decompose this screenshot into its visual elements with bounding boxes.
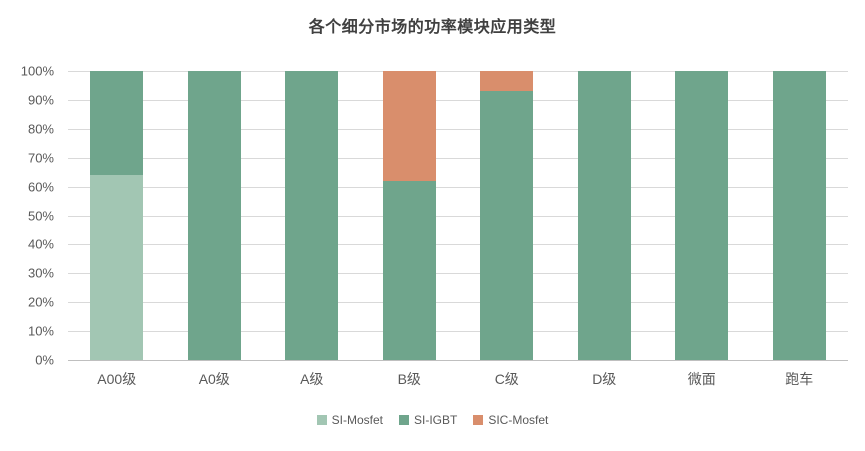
bar-slot xyxy=(361,71,459,360)
bars-container xyxy=(68,71,848,360)
gridline xyxy=(68,215,848,217)
bar-slot xyxy=(166,71,264,360)
y-tick-label: 50% xyxy=(27,208,54,223)
bar-segment-SI-IGBT xyxy=(187,71,241,360)
legend-label: SI-Mosfet xyxy=(331,413,383,427)
x-axis-label: A0级 xyxy=(198,371,230,387)
gridline xyxy=(68,71,848,72)
y-tick-label: 30% xyxy=(27,265,54,281)
gridline xyxy=(68,186,848,188)
bar-B级 xyxy=(382,71,436,360)
legend-item-SI-IGBT: SI-IGBT xyxy=(399,413,457,427)
bar-segment-SI-Mosfet xyxy=(90,175,144,360)
x-axis-label: A00级 xyxy=(97,371,137,387)
x-axis-label: 跑车 xyxy=(785,371,814,387)
x-axis-line xyxy=(68,360,848,361)
bar-A级 xyxy=(285,71,339,360)
x-axis-label: B级 xyxy=(397,371,421,387)
bar-segment-SI-IGBT xyxy=(577,71,631,360)
legend: SI-Mosfet SI-IGBT SIC-Mosfet xyxy=(0,413,865,427)
bar-segment-SI-IGBT xyxy=(285,71,339,360)
legend-marker-icon xyxy=(473,415,484,425)
y-tick-label: 20% xyxy=(27,294,54,310)
legend-marker-icon xyxy=(399,415,409,425)
legend-marker-icon xyxy=(316,415,327,425)
x-axis: A00级 A0级 A级 B级 C级 D级 微面 跑车 xyxy=(68,369,848,389)
y-axis: 0% 10% 20% 30% 40% 50% 60% 70% 80% 90% 100% xyxy=(0,64,60,368)
legend-label: SIC-Mosfet xyxy=(488,413,549,427)
legend-item-SIC-Mosfet: SIC-Mosfet xyxy=(473,413,548,427)
bar-segment-SI-IGBT xyxy=(480,91,534,360)
bar-slot xyxy=(263,71,361,360)
x-axis-label: D级 xyxy=(592,371,617,387)
bar-slot xyxy=(458,71,556,360)
bar-微面 xyxy=(675,71,729,360)
plot-area xyxy=(68,71,848,361)
y-tick-label: 80% xyxy=(27,121,54,137)
y-tick-label: 10% xyxy=(27,323,54,339)
bar-D级 xyxy=(577,71,631,360)
gridlines xyxy=(68,71,848,361)
bar-segment-SIC-Mosfet xyxy=(382,71,436,181)
bar-slot xyxy=(556,71,654,360)
gridline xyxy=(68,331,848,333)
bar-A00级 xyxy=(90,71,144,360)
bar-A0级 xyxy=(187,71,241,360)
bar-C级 xyxy=(480,71,534,360)
gridline xyxy=(68,157,848,159)
gridline xyxy=(68,302,848,304)
y-tick-label: 40% xyxy=(27,236,54,252)
bar-segment-SI-IGBT xyxy=(90,71,144,176)
y-tick-label: 90% xyxy=(27,92,54,108)
bar-segment-SIC-Mosfet xyxy=(480,71,534,92)
y-tick-label: 100% xyxy=(20,63,54,79)
x-axis-label: C级 xyxy=(494,371,519,387)
gridline xyxy=(68,244,848,246)
bar-segment-SI-IGBT xyxy=(772,71,826,360)
bar-跑车 xyxy=(772,71,826,360)
gridline xyxy=(68,128,848,130)
y-tick-label: 60% xyxy=(27,179,54,195)
bar-segment-SI-IGBT xyxy=(382,180,436,360)
chart-title: 各个细分市场的功率模块应用类型 xyxy=(308,19,557,36)
legend-label: SI-IGBT xyxy=(414,413,458,427)
bar-slot xyxy=(751,71,849,360)
x-axis-label: 微面 xyxy=(687,371,716,387)
x-axis-label: A级 xyxy=(300,371,324,387)
y-tick-label: 70% xyxy=(27,150,54,166)
legend-item-SI-Mosfet: SI-Mosfet xyxy=(316,413,383,427)
bar-segment-SI-IGBT xyxy=(675,71,729,360)
gridline xyxy=(68,273,848,275)
y-tick-label: 0% xyxy=(35,352,54,368)
bar-slot xyxy=(653,71,751,360)
gridline xyxy=(68,99,848,101)
bar-slot xyxy=(68,71,166,360)
